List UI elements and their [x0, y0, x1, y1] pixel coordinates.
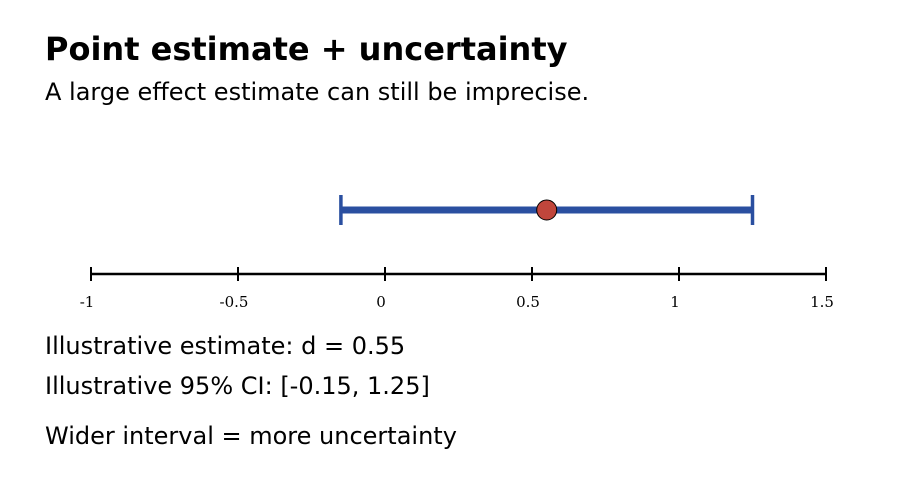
x-tick-label: 1.5 — [810, 293, 834, 311]
point-estimate — [536, 199, 558, 221]
annotation: Wider interval = more uncertainty — [45, 422, 457, 450]
x-tick-label: -1 — [80, 293, 95, 311]
x-tick-label: 0 — [376, 293, 386, 311]
x-tick-label: 1 — [670, 293, 680, 311]
annotation: Illustrative 95% CI: [-0.15, 1.25] — [45, 372, 430, 400]
x-tick-label: -0.5 — [220, 293, 249, 311]
chart-subtitle: A large effect estimate can still be imp… — [45, 78, 589, 106]
annotation: Illustrative estimate: d = 0.55 — [45, 332, 405, 360]
chart-title: Point estimate + uncertainty — [45, 30, 568, 68]
x-tick-label: 0.5 — [516, 293, 540, 311]
